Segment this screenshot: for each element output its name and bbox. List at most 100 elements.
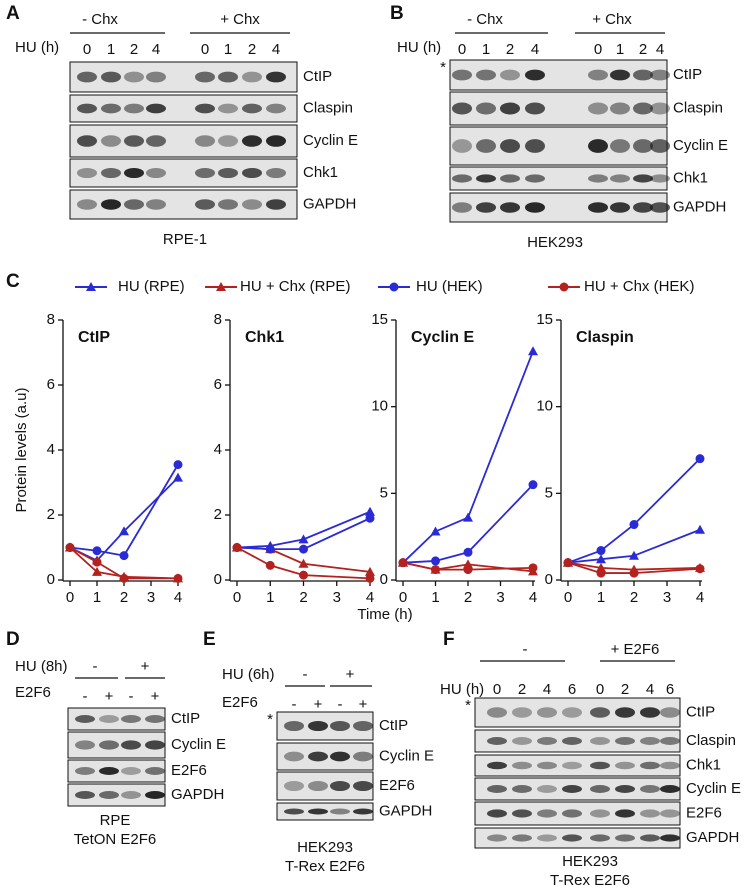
protein-label: Chk1 [686, 756, 721, 773]
band [615, 785, 635, 793]
band [537, 737, 557, 745]
band [562, 785, 582, 793]
band [650, 202, 670, 213]
band [500, 202, 520, 213]
band [590, 834, 610, 842]
lane-label: 2 [130, 41, 138, 58]
band [284, 808, 304, 815]
band [452, 202, 472, 213]
lane-label: - [83, 688, 88, 705]
band [242, 71, 262, 83]
band [610, 69, 630, 81]
point [298, 558, 309, 568]
panel-label: B [390, 3, 404, 24]
band [590, 785, 610, 793]
band [308, 720, 328, 732]
series-line [567, 458, 701, 564]
cell-line: T-Rex E2F6 [285, 858, 365, 875]
band [487, 809, 507, 818]
lane-label: 0 [201, 41, 209, 58]
chart-title: Claspin [576, 329, 634, 346]
band [590, 737, 610, 745]
band [353, 751, 373, 762]
band [284, 780, 304, 792]
protein-label: CtIP [686, 703, 715, 720]
group-label: - [303, 666, 308, 683]
band [195, 167, 215, 179]
band [487, 834, 507, 842]
band [640, 761, 660, 770]
y-tick-label: 6 [214, 376, 222, 393]
lane-label: 2 [518, 681, 526, 698]
band [146, 199, 166, 210]
y-tick-label: 8 [214, 311, 222, 328]
point [365, 566, 375, 576]
protein-label: Cyclin E [686, 780, 741, 797]
band [101, 103, 121, 114]
point [265, 544, 275, 554]
band [101, 199, 121, 210]
band [145, 715, 165, 723]
lane-label: 4 [272, 41, 280, 58]
band [266, 135, 286, 147]
lane-label: 4 [152, 41, 160, 58]
protein-label: GAPDH [171, 786, 224, 803]
point [65, 543, 75, 552]
band [512, 785, 532, 793]
band [195, 71, 215, 83]
band-marker: * [465, 697, 471, 714]
point [695, 454, 705, 464]
protein-label: E2F6 [171, 762, 207, 779]
band [330, 751, 350, 762]
point [398, 558, 408, 568]
series-line [567, 528, 701, 564]
band [124, 71, 144, 83]
protein-label: Cyclin E [171, 736, 226, 753]
band [615, 761, 635, 770]
y-tick-label: 15 [371, 311, 388, 328]
band [588, 102, 608, 115]
band [242, 199, 262, 210]
band [562, 761, 582, 770]
lane-label: 1 [616, 41, 624, 58]
band [476, 202, 496, 213]
point [629, 568, 639, 578]
lane-label: 1 [482, 41, 490, 58]
series-line [69, 476, 179, 562]
band [266, 167, 286, 179]
cell-line: HEK293 [297, 839, 353, 856]
band [660, 707, 680, 718]
legend-label: HU + Chx (HEK) [584, 278, 694, 295]
x-tick-label: 4 [696, 589, 704, 606]
protein-label: Claspin [303, 99, 353, 116]
point [92, 557, 102, 567]
band [590, 809, 610, 818]
group-label: HU (8h) [15, 658, 68, 675]
band [588, 69, 608, 81]
point [92, 546, 102, 556]
band [588, 139, 608, 153]
protein-label: E2F6 [686, 804, 722, 821]
band [660, 809, 680, 818]
point [431, 556, 440, 566]
y-tick-label: 10 [371, 398, 388, 415]
band [487, 737, 507, 745]
legend-marker [216, 282, 226, 291]
band [512, 834, 532, 842]
band [525, 69, 545, 81]
cell-line: HEK293 [562, 853, 618, 870]
y-tick-label: 4 [47, 441, 55, 458]
point [265, 560, 275, 570]
band [330, 720, 350, 732]
band [500, 174, 520, 183]
group-label: + Chx [220, 11, 260, 28]
series-line [236, 510, 371, 549]
band [610, 174, 630, 183]
y-tick-label: 0 [214, 571, 222, 588]
protein-label: GAPDH [303, 195, 356, 212]
point [528, 480, 538, 490]
point [430, 526, 441, 536]
row-label: HU (h) [440, 681, 484, 698]
band [145, 767, 165, 775]
